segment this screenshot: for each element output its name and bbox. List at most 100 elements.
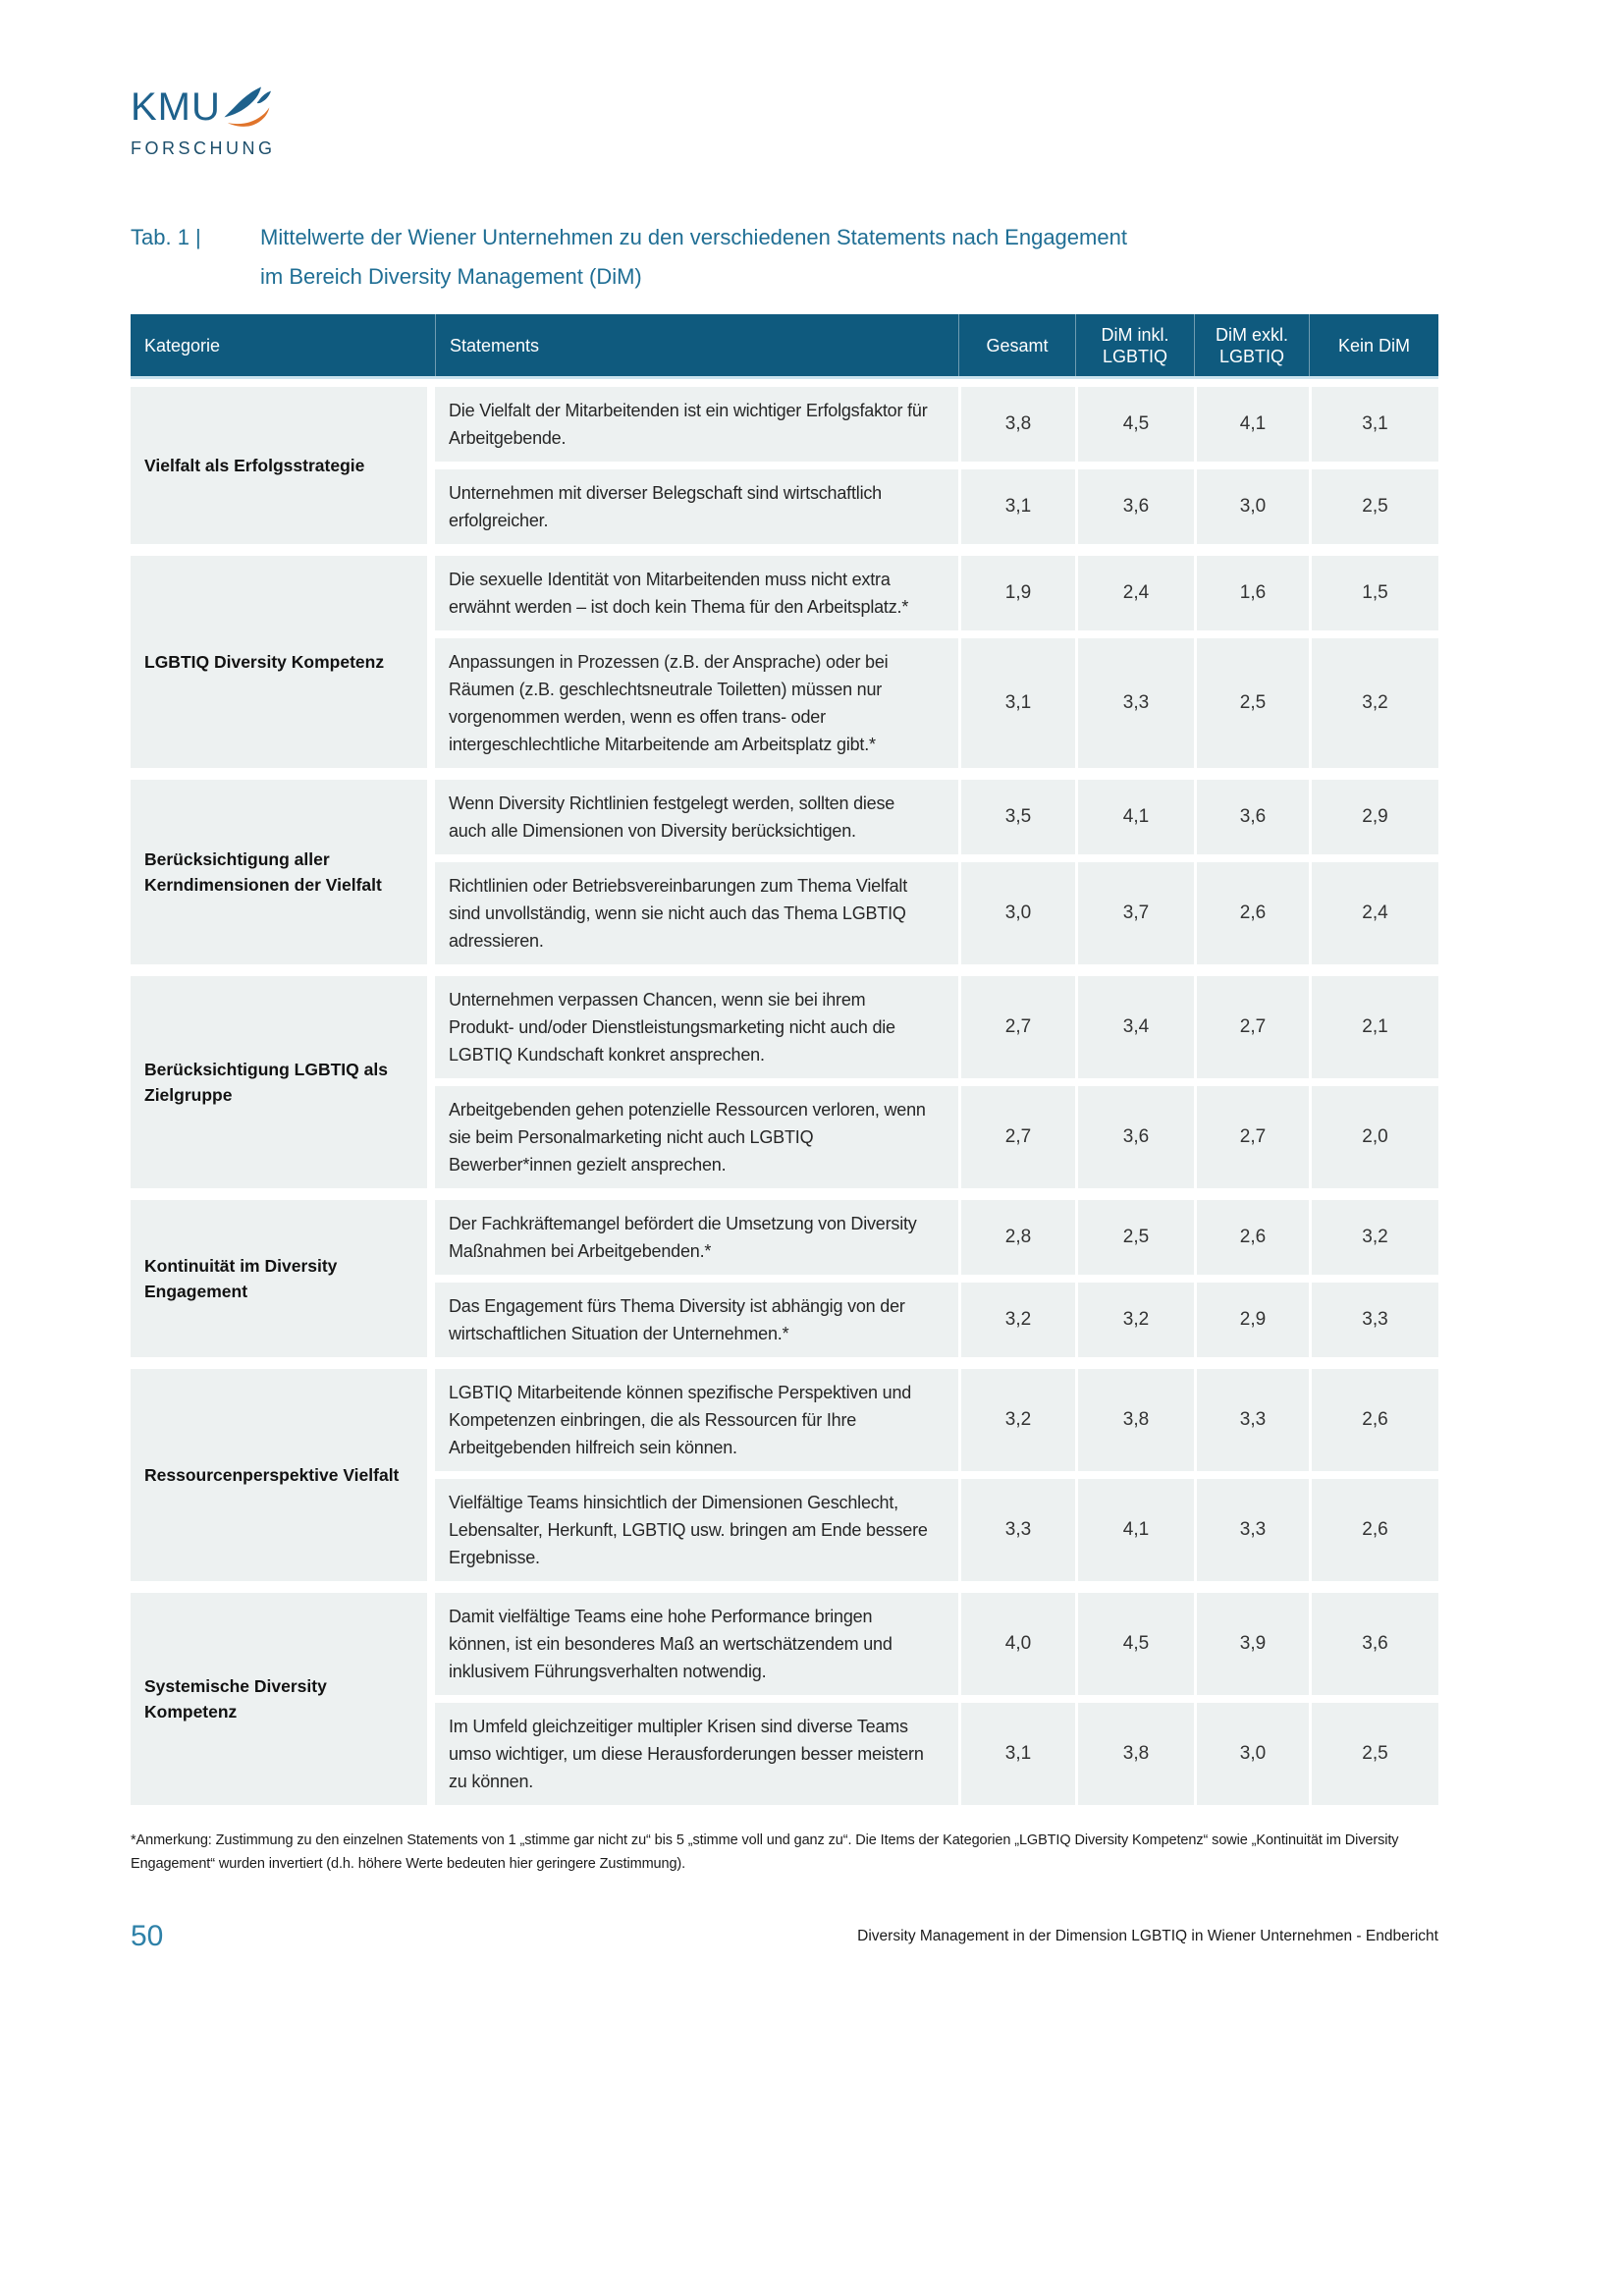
statement-rows: Damit vielfältige Teams eine hohe Perfor… — [435, 1593, 1438, 1805]
value-cell: 3,3 — [958, 1479, 1075, 1581]
value-cell: 3,6 — [1075, 469, 1194, 544]
value-cell: 4,5 — [1075, 1593, 1194, 1695]
value-cell: 3,6 — [1194, 780, 1309, 854]
header-dim-inkl-lgbtiq: DiM inkl. LGBTIQ — [1075, 314, 1194, 376]
statement-row: Unternehmen mit diverser Belegschaft sin… — [435, 469, 1438, 544]
statement-row: Die Vielfalt der Mitarbeitenden ist ein … — [435, 387, 1438, 462]
value-cell: 3,8 — [958, 387, 1075, 462]
value-cell: 3,0 — [1194, 469, 1309, 544]
value-cell: 1,9 — [958, 556, 1075, 630]
statement-text: Richtlinien oder Betriebsvereinbarungen … — [435, 862, 958, 964]
value-cell: 3,2 — [958, 1369, 1075, 1471]
statement-row: Anpassungen in Prozessen (z.B. der Anspr… — [435, 638, 1438, 768]
logo-text: KMU — [131, 85, 221, 129]
statement-row: Damit vielfältige Teams eine hohe Perfor… — [435, 1593, 1438, 1695]
table-title-line2: im Bereich Diversity Management (DiM) — [260, 264, 642, 289]
value-cell: 2,6 — [1194, 1200, 1309, 1275]
category-cell: Berücksichtigung LGBTIQ als Zielgruppe — [131, 976, 427, 1188]
footer-report-title: Diversity Management in der Dimension LG… — [857, 1928, 1438, 1944]
statement-rows: LGBTIQ Mitarbeitende können spezifische … — [435, 1369, 1438, 1581]
statement-row: Vielfältige Teams hinsichtlich der Dimen… — [435, 1479, 1438, 1581]
column-gap — [427, 1369, 435, 1581]
statement-rows: Unternehmen verpassen Chancen, wenn sie … — [435, 976, 1438, 1188]
value-cell: 2,5 — [1309, 469, 1438, 544]
statement-rows: Der Fachkräftemangel befördert die Umset… — [435, 1200, 1438, 1357]
logo-subtext: FORSCHUNG — [131, 138, 276, 158]
header-statements: Statements — [435, 314, 958, 376]
value-cell: 3,3 — [1194, 1369, 1309, 1471]
statement-row: Die sexuelle Identität von Mitarbeitende… — [435, 556, 1438, 630]
statement-text: Die Vielfalt der Mitarbeitenden ist ein … — [435, 387, 958, 462]
statement-text: Wenn Diversity Richtlinien festgelegt we… — [435, 780, 958, 854]
value-cell: 4,0 — [958, 1593, 1075, 1695]
value-cell: 3,0 — [1194, 1703, 1309, 1805]
statement-text: Der Fachkräftemangel befördert die Umset… — [435, 1200, 958, 1275]
statement-text: Anpassungen in Prozessen (z.B. der Anspr… — [435, 638, 958, 768]
value-cell: 2,5 — [1194, 638, 1309, 768]
statement-row: Richtlinien oder Betriebsvereinbarungen … — [435, 862, 1438, 964]
value-cell: 3,1 — [958, 638, 1075, 768]
report-page: KMU FORSCHUNG Tab. 1 | Mittelwerte der W… — [131, 0, 1438, 1952]
value-cell: 3,1 — [958, 1703, 1075, 1805]
value-cell: 2,5 — [1309, 1703, 1438, 1805]
column-gap — [427, 780, 435, 964]
value-cell: 3,2 — [958, 1283, 1075, 1357]
value-cell: 3,4 — [1075, 976, 1194, 1078]
value-cell: 2,7 — [958, 976, 1075, 1078]
table-body: Vielfalt als Erfolgsstrategie Die Vielfal… — [131, 387, 1438, 1805]
category-group: Kontinuität im Diversity Engagement Der F… — [131, 1200, 1438, 1357]
kmu-leaf-icon — [222, 86, 271, 137]
header-gap — [427, 314, 435, 376]
category-cell: Vielfalt als Erfolgsstrategie — [131, 387, 427, 544]
statement-text: Im Umfeld gleichzeitiger multipler Krise… — [435, 1703, 958, 1805]
value-cell: 2,7 — [958, 1086, 1075, 1188]
column-gap — [427, 387, 435, 544]
statement-rows: Wenn Diversity Richtlinien festgelegt we… — [435, 780, 1438, 964]
statement-row: LGBTIQ Mitarbeitende können spezifische … — [435, 1369, 1438, 1471]
column-gap — [427, 556, 435, 768]
page-number: 50 — [131, 1920, 164, 1952]
value-cell: 3,6 — [1309, 1593, 1438, 1695]
table-footnote: *Anmerkung: Zustimmung zu den einzelnen … — [131, 1832, 1399, 1872]
table-header-row: Kategorie Statements Gesamt DiM inkl. LG… — [131, 314, 1438, 379]
value-cell: 4,5 — [1075, 387, 1194, 462]
category-cell: Ressourcenperspektive Vielfalt — [131, 1369, 427, 1581]
category-cell: Berücksichtigung aller Kerndimensionen d… — [131, 780, 427, 964]
value-cell: 2,7 — [1194, 1086, 1309, 1188]
value-cell: 3,1 — [958, 469, 1075, 544]
category-group: LGBTIQ Diversity Kompetenz Die sexuelle I… — [131, 556, 1438, 768]
value-cell: 2,6 — [1309, 1369, 1438, 1471]
category-group: Ressourcenperspektive Vielfalt LGBTIQ Mit… — [131, 1369, 1438, 1581]
value-cell: 1,5 — [1309, 556, 1438, 630]
statement-text: Das Engagement fürs Thema Diversity ist … — [435, 1283, 958, 1357]
statement-rows: Die sexuelle Identität von Mitarbeitende… — [435, 556, 1438, 768]
table-title-line1: Mittelwerte der Wiener Unternehmen zu de… — [260, 225, 1127, 249]
statements-table: Kategorie Statements Gesamt DiM inkl. LG… — [131, 314, 1438, 1805]
header-dim-exkl-lgbtiq: DiM exkl. LGBTIQ — [1194, 314, 1309, 376]
value-cell: 2,4 — [1309, 862, 1438, 964]
statement-row: Der Fachkräftemangel befördert die Umset… — [435, 1200, 1438, 1275]
value-cell: 3,0 — [958, 862, 1075, 964]
table-number-label: Tab. 1 | — [131, 225, 201, 249]
value-cell: 3,3 — [1309, 1283, 1438, 1357]
category-group: Berücksichtigung aller Kerndimensionen d… — [131, 780, 1438, 964]
column-gap — [427, 1593, 435, 1805]
statement-row: Wenn Diversity Richtlinien festgelegt we… — [435, 780, 1438, 854]
category-group: Vielfalt als Erfolgsstrategie Die Vielfal… — [131, 387, 1438, 544]
value-cell: 2,4 — [1075, 556, 1194, 630]
value-cell: 3,9 — [1194, 1593, 1309, 1695]
statement-row: Das Engagement fürs Thema Diversity ist … — [435, 1283, 1438, 1357]
value-cell: 3,2 — [1075, 1283, 1194, 1357]
table-title-text: Mittelwerte der Wiener Unternehmen zu de… — [260, 218, 1127, 297]
header-gesamt: Gesamt — [958, 314, 1075, 376]
value-cell: 3,5 — [958, 780, 1075, 854]
header-kein-dim: Kein DiM — [1309, 314, 1438, 376]
category-group: Systemische Diversity Kompetenz Damit vie… — [131, 1593, 1438, 1805]
value-cell: 3,1 — [1309, 387, 1438, 462]
value-cell: 2,6 — [1194, 862, 1309, 964]
category-group: Berücksichtigung LGBTIQ als Zielgruppe Un… — [131, 976, 1438, 1188]
value-cell: 3,8 — [1075, 1703, 1194, 1805]
column-gap — [427, 976, 435, 1188]
value-cell: 2,0 — [1309, 1086, 1438, 1188]
statement-text: Arbeitgebenden gehen potenzielle Ressour… — [435, 1086, 958, 1188]
